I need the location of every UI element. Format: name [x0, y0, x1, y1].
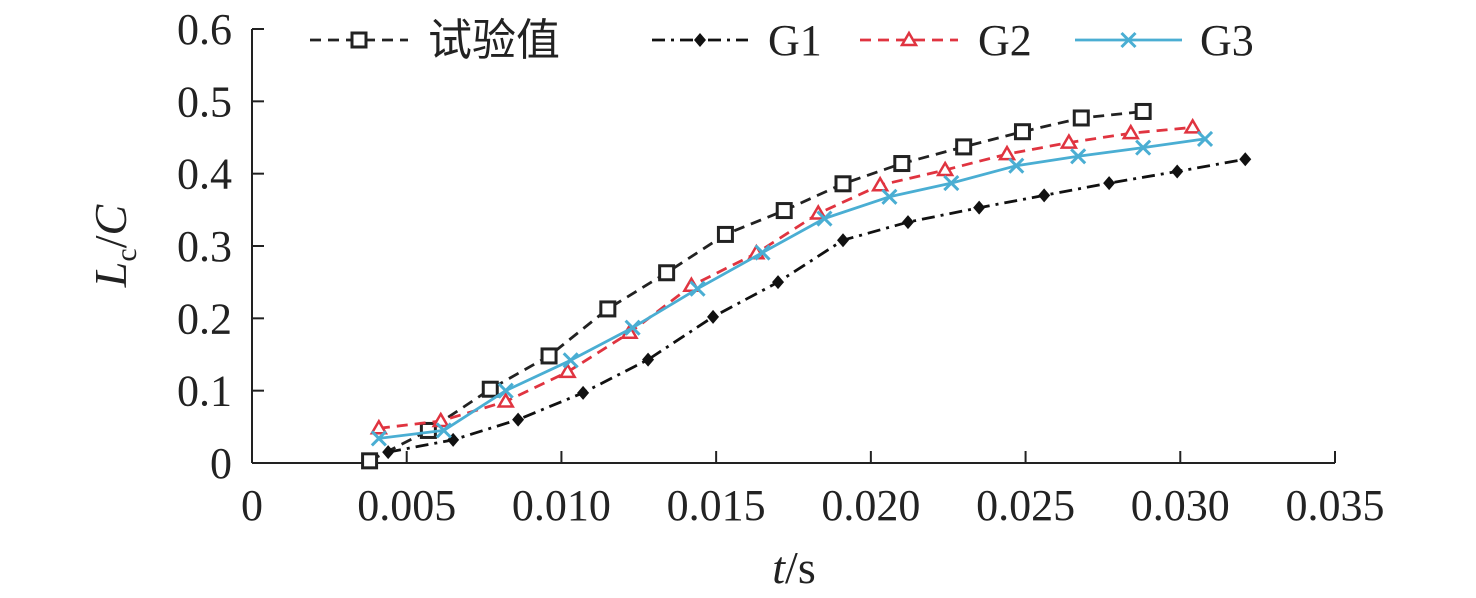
x-tick-label: 0.025 [976, 481, 1075, 530]
data-point [658, 264, 676, 282]
data-point [497, 382, 514, 399]
data-point [431, 411, 450, 428]
data-point [1134, 102, 1152, 120]
series-2 [382, 152, 1252, 460]
data-point [558, 362, 577, 379]
data-point [707, 309, 720, 324]
data-point [496, 392, 515, 408]
x-tick-label: 0.005 [357, 481, 456, 530]
data-point [775, 202, 793, 220]
legend-marker [694, 33, 706, 47]
series-line [387, 157, 1246, 454]
data-point [370, 430, 387, 447]
x-tick-label: 0.030 [1131, 481, 1230, 530]
x-tick-label: 0.035 [1286, 481, 1385, 530]
data-point [816, 210, 833, 227]
data-point [834, 175, 852, 193]
data-point [1038, 188, 1051, 203]
data-point [943, 175, 960, 192]
data-point [382, 445, 395, 460]
data-point [435, 422, 452, 439]
data-point [893, 155, 911, 173]
data-point [1135, 139, 1152, 156]
y-tick-label: 0.4 [177, 150, 232, 199]
y-tick-label: 0.2 [177, 294, 232, 343]
data-point [577, 385, 590, 400]
x-tick-label: 0 [241, 481, 263, 530]
series-1 [361, 102, 1152, 470]
y-tick-label: 0.5 [177, 77, 232, 126]
data-point [599, 300, 617, 318]
legend-label: 试验值 [428, 16, 560, 65]
axes: 0 0.1 0.2 0.3 0.4 0.5 0.6 0 0.005 0.010 0.015 0.020… [177, 5, 1385, 530]
legend-label: G1 [768, 16, 822, 65]
legend: 试验值 G1 G2 G3 [310, 16, 1254, 65]
y-tick-label: 0.3 [177, 222, 232, 271]
data-point [1013, 123, 1031, 141]
data-point [870, 175, 890, 192]
legend-marker [899, 30, 919, 47]
data-point [1070, 148, 1087, 165]
legend-item: G2 [860, 16, 1032, 65]
data-point [1121, 123, 1140, 140]
data-point [754, 244, 771, 261]
data-point [689, 280, 706, 297]
data-point [562, 352, 579, 369]
x-tick-label: 0.010 [512, 481, 611, 530]
data-point [881, 188, 898, 205]
data-point [772, 275, 785, 290]
series-line [378, 126, 1193, 430]
x-tick-label: 0.020 [821, 481, 920, 530]
data-point [361, 452, 379, 470]
data-point [512, 412, 525, 427]
y-tick-label: 0.1 [177, 367, 232, 416]
data-point [481, 380, 499, 398]
legend-label: G2 [978, 16, 1032, 65]
legend-marker [350, 31, 368, 49]
data-point [837, 233, 850, 248]
legend-item: G1 [652, 16, 822, 65]
series-4 [370, 130, 1214, 447]
data-point [369, 418, 389, 435]
legend-item: G3 [1075, 16, 1254, 65]
series-layer [361, 102, 1252, 470]
data-point [624, 319, 641, 336]
legend-item: 试验值 [310, 16, 560, 65]
x-tick-label: 0.015 [667, 481, 766, 530]
data-point [1072, 109, 1090, 127]
data-point [1239, 152, 1252, 167]
data-point [1103, 176, 1116, 191]
legend-marker [1120, 31, 1137, 49]
series-line [378, 137, 1206, 440]
data-point [540, 347, 558, 365]
legend-label: G3 [1200, 16, 1254, 65]
x-axis-label: t/s [772, 542, 815, 593]
series-3 [369, 117, 1202, 435]
data-point [901, 215, 914, 230]
data-point [973, 200, 986, 215]
data-point [1196, 130, 1214, 148]
data-point [1183, 117, 1202, 134]
data-point [997, 144, 1017, 161]
data-point [955, 138, 973, 156]
data-point [935, 160, 955, 177]
y-tick-label: 0 [210, 439, 232, 488]
y-axis-label: Lc/C [85, 203, 143, 288]
data-point [1059, 133, 1079, 149]
data-point [1171, 164, 1184, 179]
y-tick-label: 0.6 [177, 5, 232, 54]
data-point [716, 225, 734, 243]
data-point [642, 352, 655, 367]
data-point [1008, 157, 1025, 174]
